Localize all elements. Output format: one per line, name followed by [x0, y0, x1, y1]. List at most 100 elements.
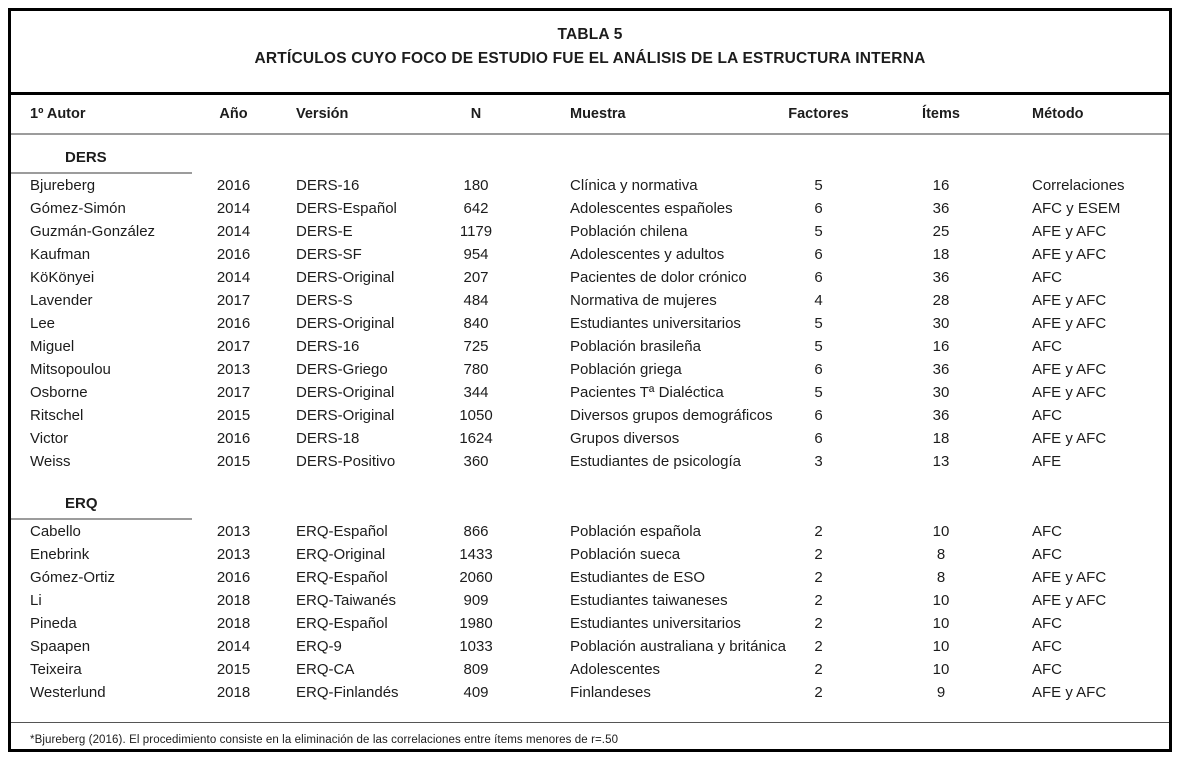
column-header-n: N [470, 106, 482, 122]
cell-items: 10 [932, 638, 950, 655]
cell-version: DERS-SF [296, 246, 362, 263]
cell-muestra: Población australiana y británica [570, 638, 786, 655]
table-row: Weiss 2015 DERS-Positivo 360 Estudiantes de … [11, 450, 1169, 473]
cell-autor: Gómez-Simón [30, 200, 126, 217]
cell-metodo: AFE y AFC [1032, 592, 1107, 609]
cell-autor: Westerlund [30, 684, 106, 701]
cell-metodo: AFE y AFC [1032, 292, 1107, 309]
cell-factores: 5 [814, 315, 823, 332]
cell-ano: 2014 [216, 200, 251, 217]
table-row: Guzmán-González 2014 DERS-E 1179 Población c… [11, 220, 1169, 243]
cell-n: 642 [463, 200, 489, 217]
cell-metodo: AFE [1032, 453, 1062, 470]
cell-factores: 4 [814, 292, 823, 309]
cell-ano: 2016 [216, 569, 251, 586]
table-row: Lee 2016 DERS-Original 840 Estudiantes unive… [11, 312, 1169, 335]
cell-items: 13 [932, 453, 950, 470]
cell-version: DERS-Español [296, 200, 397, 217]
cell-factores: 2 [814, 638, 823, 655]
footnote-block: *Bjureberg (2016). El procedimiento cons… [11, 722, 1169, 746]
cell-items: 8 [936, 546, 946, 563]
cell-n: 1980 [459, 615, 493, 632]
cell-ano: 2016 [216, 246, 251, 263]
cell-metodo: Correlaciones [1032, 177, 1125, 194]
cell-muestra: Adolescentes españoles [570, 200, 733, 217]
column-header-metodo: Método [1032, 106, 1084, 122]
cell-n: 207 [463, 269, 489, 286]
cell-items: 9 [936, 684, 946, 701]
cell-factores: 5 [814, 177, 823, 194]
cell-metodo: AFC [1032, 546, 1062, 563]
cell-metodo: AFE y AFC [1032, 684, 1107, 701]
cell-factores: 5 [814, 384, 823, 401]
cell-version: ERQ-Español [296, 615, 388, 632]
cell-factores: 2 [814, 615, 823, 632]
cell-version: DERS-16 [296, 338, 360, 355]
cell-muestra: Estudiantes taiwaneses [570, 592, 728, 609]
cell-items: 30 [932, 315, 950, 332]
cell-version: DERS-Griego [296, 361, 388, 378]
cell-ano: 2014 [216, 223, 251, 240]
cell-items: 10 [932, 592, 950, 609]
cell-autor: Bjureberg [30, 177, 96, 194]
cell-n: 840 [463, 315, 489, 332]
section-head-ders: DERS [11, 135, 1169, 174]
section-label: DERS [65, 149, 107, 166]
cell-muestra: Pacientes de dolor crónico [570, 269, 747, 286]
column-header-version: Versión [296, 106, 349, 122]
cell-factores: 2 [814, 546, 823, 563]
cell-ano: 2016 [216, 315, 251, 332]
cell-muestra: Población griega [570, 361, 682, 378]
cell-factores: 2 [814, 569, 823, 586]
cell-n: 866 [463, 523, 489, 540]
table-row: Bjureberg 2016 DERS-16 180 Clínica y normati… [11, 174, 1169, 197]
cell-n: 725 [463, 338, 489, 355]
cell-items: 18 [932, 246, 950, 263]
cell-n: 954 [463, 246, 489, 263]
cell-factores: 6 [814, 200, 823, 217]
cell-metodo: AFE y AFC [1032, 315, 1107, 332]
cell-factores: 6 [814, 361, 823, 378]
cell-muestra: Adolescentes [570, 661, 661, 678]
section-underline [11, 518, 192, 520]
cell-metodo: AFE y AFC [1032, 430, 1107, 447]
column-header-muestra: Muestra [570, 106, 626, 122]
cell-factores: 5 [814, 223, 823, 240]
table-row: Li 2018 ERQ-Taiwanés 909 Estudiantes taiwane… [11, 589, 1169, 612]
cell-factores: 3 [814, 453, 823, 470]
cell-version: ERQ-Finlandés [296, 684, 399, 701]
cell-version: DERS-Original [296, 384, 395, 401]
table-row: Ritschel 2015 DERS-Original 1050 Diversos gr… [11, 404, 1169, 427]
cell-items: 36 [932, 200, 950, 217]
cell-autor: Spaapen [30, 638, 91, 655]
column-header-factores: Factores [788, 106, 849, 122]
cell-autor: Weiss [30, 453, 71, 470]
cell-n: 1433 [459, 546, 493, 563]
cell-items: 25 [932, 223, 950, 240]
column-header-ano: Año [219, 106, 248, 122]
cell-ano: 2015 [216, 407, 251, 424]
cell-ano: 2013 [216, 361, 251, 378]
cell-muestra: Clínica y normativa [570, 177, 698, 194]
cell-metodo: AFC [1032, 269, 1062, 286]
cell-muestra: Población española [570, 523, 701, 540]
cell-items: 36 [932, 407, 950, 424]
cell-muestra: Estudiantes de ESO [570, 569, 706, 586]
table-row: Mitsopoulou 2013 DERS-Griego 780 Población g… [11, 358, 1169, 381]
cell-autor: Osborne [30, 384, 88, 401]
cell-ano: 2016 [216, 430, 251, 447]
cell-version: ERQ-Español [296, 569, 388, 586]
cell-items: 36 [932, 361, 950, 378]
cell-autor: Mitsopoulou [30, 361, 111, 378]
cell-muestra: Grupos diversos [570, 430, 680, 447]
table-row: Spaapen 2014 ERQ-9 1033 Población australian… [11, 635, 1169, 658]
cell-metodo: AFE y AFC [1032, 361, 1107, 378]
table-title-block: TABLA 5 ARTÍCULOS CUYO FOCO DE ESTUDIO F… [11, 11, 1169, 95]
section-label: ERQ [65, 495, 98, 512]
column-header-autor: 1º Autor [30, 106, 86, 122]
cell-n: 344 [463, 384, 489, 401]
cell-metodo: AFC [1032, 523, 1062, 540]
cell-n: 484 [463, 292, 489, 309]
cell-metodo: AFC [1032, 661, 1062, 678]
cell-version: DERS-S [296, 292, 353, 309]
